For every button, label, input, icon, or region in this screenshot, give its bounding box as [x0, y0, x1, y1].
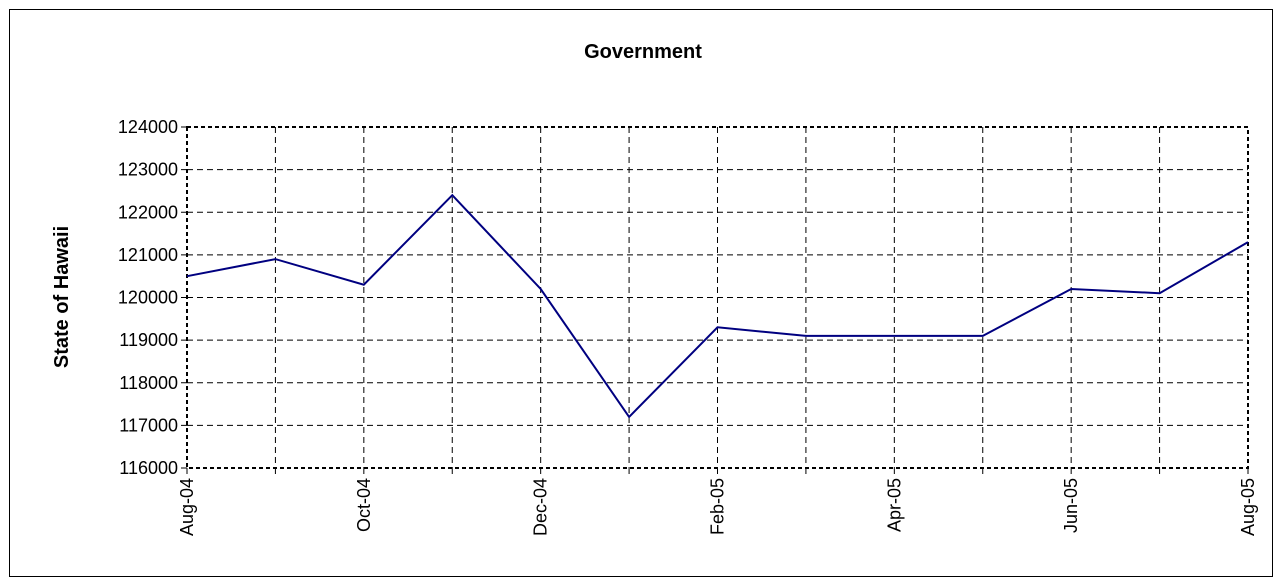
y-axis-label: State of Hawaii	[51, 226, 73, 368]
data-point	[185, 274, 189, 278]
y-tick-label: 124000	[118, 117, 178, 137]
x-tick-label: Aug-05	[1238, 478, 1258, 536]
data-point	[539, 287, 543, 291]
y-tick-label: 117000	[119, 415, 178, 435]
data-point	[273, 257, 277, 261]
y-tick-label: 116000	[119, 458, 178, 478]
x-tick-label: Aug-04	[177, 478, 197, 536]
data-point	[716, 325, 720, 329]
data-point	[362, 283, 366, 287]
series-line	[186, 193, 1249, 419]
data-point	[627, 415, 631, 419]
x-tick-label: Apr-05	[884, 478, 904, 532]
gridlines	[187, 127, 1248, 468]
x-tick-label: Oct-04	[354, 478, 374, 532]
series-layer	[185, 193, 1250, 419]
y-tick-label: 122000	[118, 202, 178, 222]
data-point	[1246, 240, 1250, 244]
data-point	[892, 334, 896, 338]
data-point	[1158, 291, 1162, 295]
data-point	[981, 334, 985, 338]
data-point	[450, 193, 454, 197]
x-tick-label: Feb-05	[708, 478, 728, 535]
x-tick-label: Jun-05	[1061, 478, 1081, 533]
x-tick-label: Dec-04	[531, 478, 551, 536]
y-tick-label: 123000	[118, 160, 178, 180]
chart-title: Government	[584, 41, 702, 63]
y-tick-label: 118000	[119, 373, 178, 393]
y-tick-label: 121000	[118, 245, 178, 265]
axes: 116000 117000 118000 119000 120000 121000 1220…	[118, 117, 1258, 536]
y-tick-label: 120000	[118, 288, 178, 308]
y-tick-label: 119000	[119, 330, 178, 350]
data-point	[804, 334, 808, 338]
data-point	[1069, 287, 1073, 291]
